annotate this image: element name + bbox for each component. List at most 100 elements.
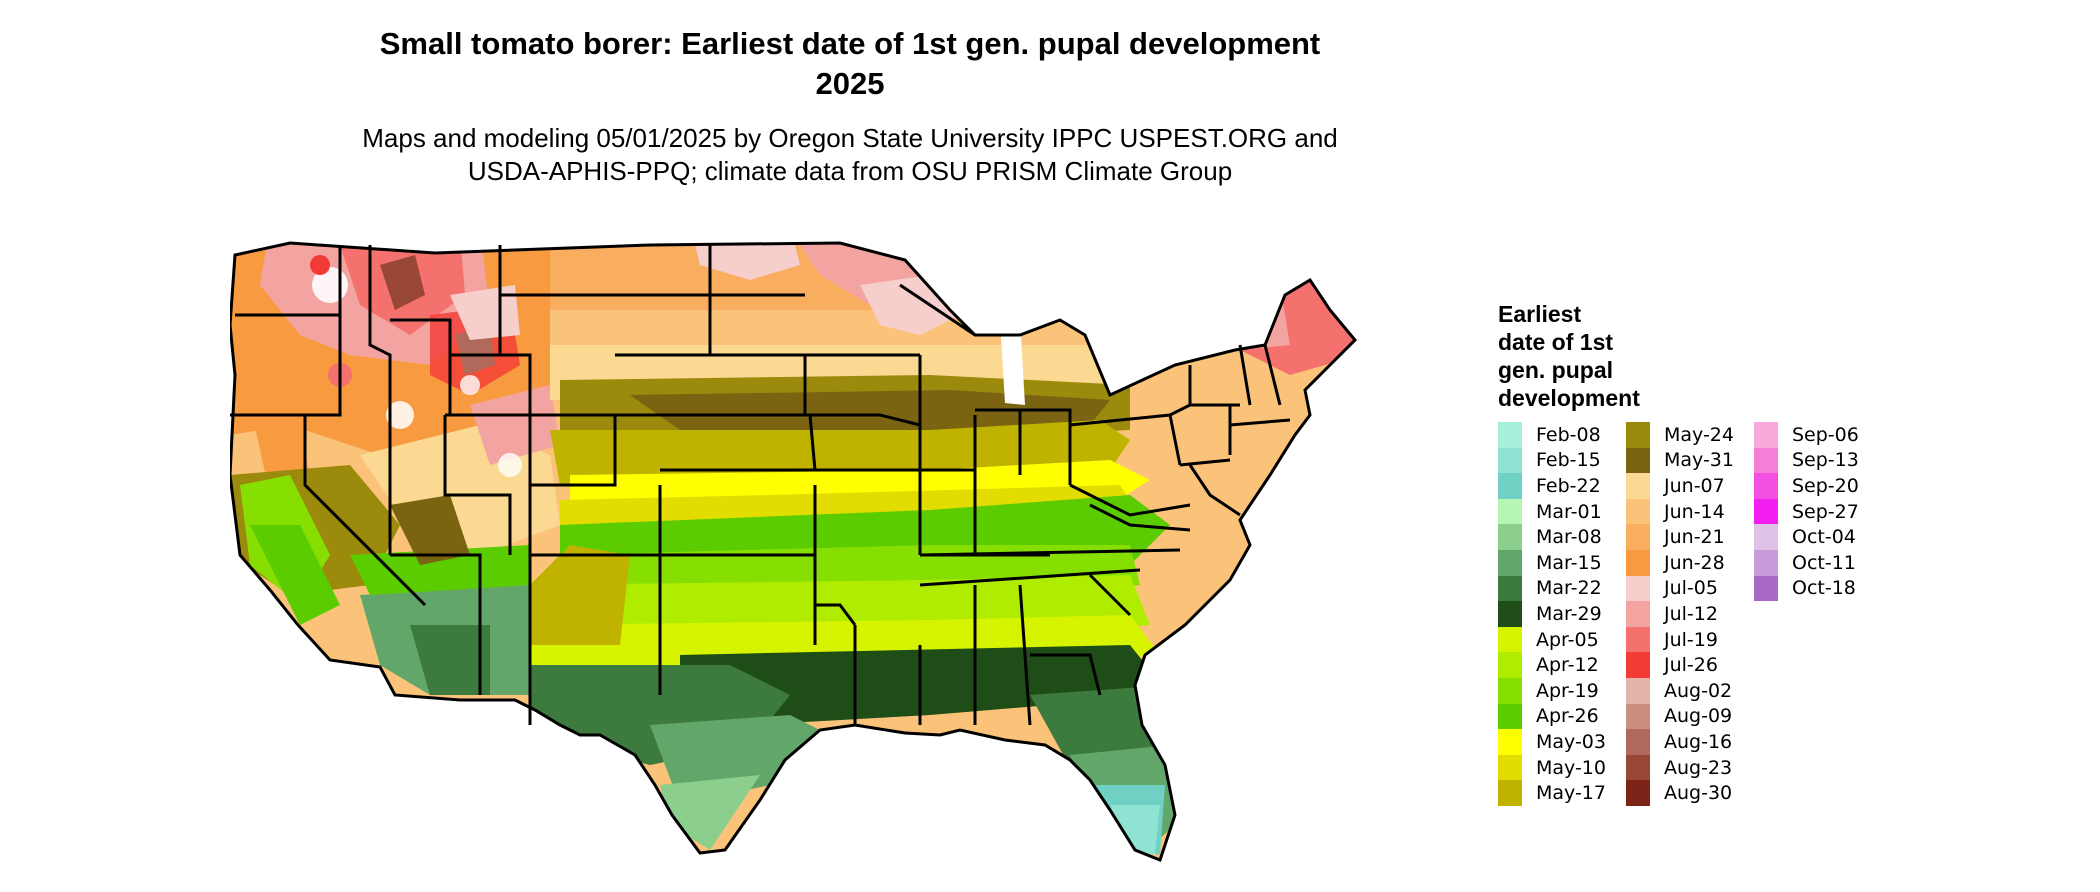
- legend-label: Feb-22: [1536, 474, 1601, 497]
- us-map: [230, 225, 1470, 885]
- legend-columns: Feb-08 Feb-15 Feb-22 Mar-01 Mar-08 Mar-15 Mar-…: [1498, 422, 1882, 806]
- legend-item: May-03: [1498, 729, 1626, 755]
- legend-swatch: [1626, 703, 1650, 730]
- legend-item: May-17: [1498, 780, 1626, 806]
- legend-swatch: [1498, 447, 1522, 474]
- legend-item: Jul-05: [1626, 575, 1754, 602]
- legend-swatch: [1498, 422, 1522, 448]
- map-title-line2: 2025: [815, 66, 885, 101]
- legend-swatch: [1626, 652, 1650, 678]
- legend-title-line: date of 1st: [1498, 329, 1614, 355]
- legend-swatch: [1754, 549, 1778, 576]
- legend-item: May-24: [1626, 422, 1754, 448]
- legend-item: Sep-06: [1754, 422, 1882, 448]
- legend-swatch: [1498, 549, 1522, 576]
- legend-label: Jun-14: [1664, 500, 1725, 523]
- legend-swatch: [1626, 729, 1650, 755]
- legend: Earliest date of 1st gen. pupal developm…: [1498, 300, 1882, 806]
- legend-column: May-24 May-31 Jun-07 Jun-14 Jun-21 Jun-28 Jul-…: [1626, 422, 1754, 806]
- legend-item: Sep-27: [1754, 498, 1882, 525]
- legend-label: Mar-01: [1536, 500, 1602, 523]
- legend-label: Oct-18: [1792, 577, 1856, 600]
- legend-label: Mar-15: [1536, 551, 1602, 574]
- legend-item: Jun-28: [1626, 549, 1754, 576]
- legend-swatch: [1498, 703, 1522, 730]
- legend-swatch: [1498, 729, 1522, 755]
- legend-label: Mar-08: [1536, 526, 1602, 549]
- legend-label: Oct-11: [1792, 551, 1856, 574]
- legend-label: May-31: [1664, 449, 1734, 472]
- legend-item: Jul-19: [1626, 626, 1754, 653]
- legend-swatch: [1754, 447, 1778, 474]
- legend-label: Sep-27: [1792, 500, 1859, 523]
- legend-item: Mar-15: [1498, 549, 1626, 576]
- legend-label: Apr-26: [1536, 705, 1599, 728]
- legend-label: Apr-12: [1536, 654, 1599, 677]
- legend-label: Aug-30: [1664, 782, 1733, 805]
- map-title-line1: Small tomato borer: Earliest date of 1st…: [379, 26, 1321, 61]
- legend-item: Jul-12: [1626, 601, 1754, 627]
- legend-label: May-03: [1536, 730, 1606, 753]
- legend-swatch: [1498, 677, 1522, 704]
- legend-item: Apr-26: [1498, 703, 1626, 730]
- legend-label: Jul-26: [1664, 654, 1718, 677]
- legend-item: Mar-22: [1498, 575, 1626, 602]
- legend-item: Aug-30: [1626, 780, 1754, 806]
- legend-label: Mar-29: [1536, 602, 1602, 625]
- legend-swatch: [1626, 780, 1650, 806]
- legend-label: Apr-05: [1536, 628, 1599, 651]
- legend-swatch: [1498, 780, 1522, 806]
- legend-swatch: [1626, 626, 1650, 653]
- map-title: Small tomato borer: Earliest date of 1st…: [0, 24, 1700, 104]
- legend-label: May-17: [1536, 782, 1606, 805]
- legend-label: Jul-19: [1664, 628, 1718, 651]
- lake-superior: [950, 283, 1000, 317]
- legend-label: Oct-04: [1792, 526, 1856, 549]
- legend-label: Jul-05: [1664, 577, 1718, 600]
- legend-swatch: [1626, 601, 1650, 627]
- legend-item: Aug-02: [1626, 677, 1754, 704]
- legend-item: Jun-14: [1626, 498, 1754, 525]
- legend-item: Feb-22: [1498, 473, 1626, 499]
- map-subtitle: Maps and modeling 05/01/2025 by Oregon S…: [0, 122, 1700, 188]
- legend-swatch: [1754, 575, 1778, 602]
- legend-item: Oct-11: [1754, 549, 1882, 576]
- legend-label: Aug-16: [1664, 730, 1733, 753]
- legend-label: Sep-13: [1792, 449, 1859, 472]
- legend-item: Jul-26: [1626, 652, 1754, 678]
- legend-swatch: [1498, 601, 1522, 627]
- legend-swatch: [1498, 626, 1522, 653]
- legend-swatch: [1626, 422, 1650, 448]
- legend-swatch: [1754, 498, 1778, 525]
- legend-swatch: [1498, 754, 1522, 781]
- legend-swatch: [1498, 498, 1522, 525]
- legend-item: Mar-29: [1498, 601, 1626, 627]
- legend-swatch: [1626, 575, 1650, 602]
- legend-item: Jun-07: [1626, 473, 1754, 499]
- legend-item: Jun-21: [1626, 524, 1754, 550]
- legend-label: Apr-19: [1536, 679, 1599, 702]
- legend-label: May-24: [1664, 423, 1734, 446]
- legend-swatch: [1626, 677, 1650, 704]
- legend-label: Feb-15: [1536, 449, 1601, 472]
- legend-label: Aug-02: [1664, 679, 1733, 702]
- legend-title-line: gen. pupal: [1498, 357, 1613, 383]
- legend-swatch: [1754, 422, 1778, 448]
- legend-item: Aug-23: [1626, 754, 1754, 781]
- map-subtitle-line2: USDA-APHIS-PPQ; climate data from OSU PR…: [467, 156, 1233, 186]
- legend-label: Jul-12: [1664, 602, 1718, 625]
- legend-swatch: [1498, 652, 1522, 678]
- legend-item: Apr-12: [1498, 652, 1626, 678]
- legend-label: Jun-28: [1664, 551, 1725, 574]
- us-map-svg: [230, 241, 1358, 862]
- legend-swatch: [1626, 524, 1650, 550]
- legend-swatch: [1626, 754, 1650, 781]
- legend-label: Aug-23: [1664, 756, 1733, 779]
- legend-label: Aug-09: [1664, 705, 1733, 728]
- legend-column: Feb-08 Feb-15 Feb-22 Mar-01 Mar-08 Mar-15 Mar-…: [1498, 422, 1626, 806]
- legend-label: Jun-21: [1664, 526, 1725, 549]
- legend-label: Jun-07: [1664, 474, 1725, 497]
- legend-item: Aug-09: [1626, 703, 1754, 730]
- legend-swatch: [1626, 473, 1650, 499]
- legend-item: Feb-08: [1498, 422, 1626, 448]
